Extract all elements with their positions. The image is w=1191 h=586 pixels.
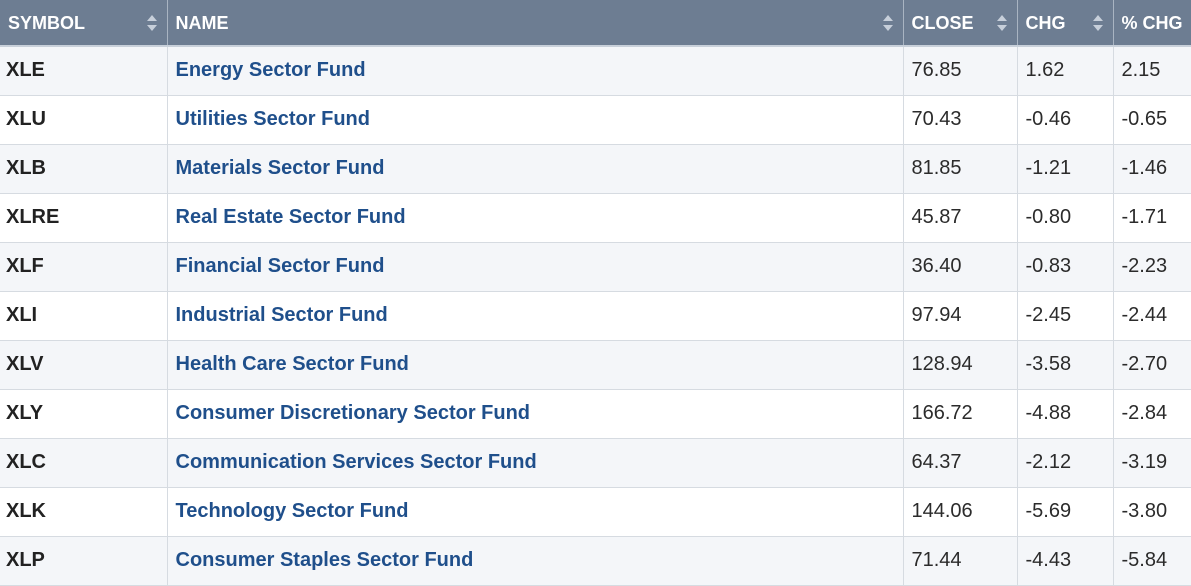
name-cell: Consumer Staples Sector Fund — [167, 536, 904, 586]
column-header-label: NAME — [175, 12, 229, 33]
close-cell: 144.06 — [903, 487, 1018, 537]
table-row: XLU Utilities Sector Fund 70.43 -0.46 -0… — [0, 95, 1191, 145]
name-cell: Financial Sector Fund — [167, 242, 904, 292]
table-row: XLK Technology Sector Fund 144.06 -5.69 … — [0, 487, 1191, 537]
symbol-cell: XLK — [0, 487, 168, 537]
column-header-symbol[interactable]: SYMBOL — [0, 0, 168, 47]
close-cell: 36.40 — [903, 242, 1018, 292]
chg-cell: -3.58 — [1017, 340, 1114, 390]
header-row: SYMBOL NAME CLOSE CHG % CHG — [0, 0, 1191, 47]
chg-cell: -4.43 — [1017, 536, 1114, 586]
column-header-pct-chg[interactable]: % CHG — [1113, 0, 1191, 47]
chg-cell: -0.80 — [1017, 193, 1114, 243]
sort-arrows-icon[interactable] — [146, 14, 157, 31]
pct-chg-cell: -0.65 — [1113, 95, 1191, 145]
symbol-cell: XLC — [0, 438, 168, 488]
name-cell: Real Estate Sector Fund — [167, 193, 904, 243]
name-cell: Technology Sector Fund — [167, 487, 904, 537]
symbol-cell: XLI — [0, 291, 168, 341]
symbol-cell: XLB — [0, 144, 168, 194]
sort-arrows-icon[interactable] — [996, 14, 1007, 31]
column-header-label: % CHG — [1121, 12, 1183, 33]
name-cell: Utilities Sector Fund — [167, 95, 904, 145]
table-row: XLE Energy Sector Fund 76.85 1.62 2.15 — [0, 46, 1191, 96]
table-row: XLY Consumer Discretionary Sector Fund 1… — [0, 389, 1191, 439]
fund-name-link[interactable]: Utilities Sector Fund — [175, 108, 370, 130]
pct-chg-cell: -2.23 — [1113, 242, 1191, 292]
chg-cell: -0.83 — [1017, 242, 1114, 292]
chg-cell: -2.45 — [1017, 291, 1114, 341]
table-row: XLB Materials Sector Fund 81.85 -1.21 -1… — [0, 144, 1191, 194]
symbol-cell: XLU — [0, 95, 168, 145]
table-row: XLP Consumer Staples Sector Fund 71.44 -… — [0, 536, 1191, 586]
symbol-cell: XLY — [0, 389, 168, 439]
column-header-close[interactable]: CLOSE — [903, 0, 1018, 47]
close-cell: 64.37 — [903, 438, 1018, 488]
name-cell: Consumer Discretionary Sector Fund — [167, 389, 904, 439]
fund-name-link[interactable]: Real Estate Sector Fund — [175, 206, 406, 228]
table-header: SYMBOL NAME CLOSE CHG % CHG — [0, 0, 1191, 47]
pct-chg-cell: -3.80 — [1113, 487, 1191, 537]
table-row: XLI Industrial Sector Fund 97.94 -2.45 -… — [0, 291, 1191, 341]
column-header-label: CLOSE — [911, 12, 974, 33]
close-cell: 81.85 — [903, 144, 1018, 194]
pct-chg-cell: -1.46 — [1113, 144, 1191, 194]
fund-name-link[interactable]: Health Care Sector Fund — [175, 353, 409, 375]
symbol-cell: XLE — [0, 46, 168, 96]
name-cell: Communication Services Sector Fund — [167, 438, 904, 488]
chg-cell: -1.21 — [1017, 144, 1114, 194]
pct-chg-cell: -3.19 — [1113, 438, 1191, 488]
symbol-cell: XLF — [0, 242, 168, 292]
column-header-label: CHG — [1025, 12, 1066, 33]
fund-name-link[interactable]: Communication Services Sector Fund — [175, 451, 537, 473]
fund-name-link[interactable]: Financial Sector Fund — [175, 255, 385, 277]
fund-name-link[interactable]: Consumer Discretionary Sector Fund — [175, 402, 531, 424]
symbol-cell: XLRE — [0, 193, 168, 243]
pct-chg-cell: -2.44 — [1113, 291, 1191, 341]
chg-cell: 1.62 — [1017, 46, 1114, 96]
table-body: XLE Energy Sector Fund 76.85 1.62 2.15 X… — [0, 46, 1191, 586]
close-cell: 45.87 — [903, 193, 1018, 243]
name-cell: Energy Sector Fund — [167, 46, 904, 96]
sort-arrows-icon[interactable] — [1092, 14, 1103, 31]
column-header-chg[interactable]: CHG — [1017, 0, 1114, 47]
fund-name-link[interactable]: Industrial Sector Fund — [175, 304, 388, 326]
symbol-cell: XLV — [0, 340, 168, 390]
close-cell: 76.85 — [903, 46, 1018, 96]
name-cell: Health Care Sector Fund — [167, 340, 904, 390]
table-row: XLV Health Care Sector Fund 128.94 -3.58… — [0, 340, 1191, 390]
close-cell: 71.44 — [903, 536, 1018, 586]
fund-name-link[interactable]: Consumer Staples Sector Fund — [175, 549, 474, 571]
symbol-cell: XLP — [0, 536, 168, 586]
close-cell: 97.94 — [903, 291, 1018, 341]
fund-name-link[interactable]: Technology Sector Fund — [175, 500, 409, 522]
pct-chg-cell: -1.71 — [1113, 193, 1191, 243]
chg-cell: -5.69 — [1017, 487, 1114, 537]
pct-chg-cell: -5.84 — [1113, 536, 1191, 586]
close-cell: 166.72 — [903, 389, 1018, 439]
table-row: XLRE Real Estate Sector Fund 45.87 -0.80… — [0, 193, 1191, 243]
chg-cell: -2.12 — [1017, 438, 1114, 488]
column-header-name[interactable]: NAME — [167, 0, 904, 47]
pct-chg-cell: -2.70 — [1113, 340, 1191, 390]
fund-name-link[interactable]: Materials Sector Fund — [175, 157, 385, 179]
chg-cell: -0.46 — [1017, 95, 1114, 145]
pct-chg-cell: 2.15 — [1113, 46, 1191, 96]
close-cell: 128.94 — [903, 340, 1018, 390]
chg-cell: -4.88 — [1017, 389, 1114, 439]
name-cell: Industrial Sector Fund — [167, 291, 904, 341]
pct-chg-cell: -2.84 — [1113, 389, 1191, 439]
table-row: XLF Financial Sector Fund 36.40 -0.83 -2… — [0, 242, 1191, 292]
column-header-label: SYMBOL — [8, 12, 86, 33]
table-row: XLC Communication Services Sector Fund 6… — [0, 438, 1191, 488]
fund-name-link[interactable]: Energy Sector Fund — [175, 59, 366, 82]
close-cell: 70.43 — [903, 95, 1018, 145]
name-cell: Materials Sector Fund — [167, 144, 904, 194]
sort-arrows-icon[interactable] — [882, 14, 893, 31]
